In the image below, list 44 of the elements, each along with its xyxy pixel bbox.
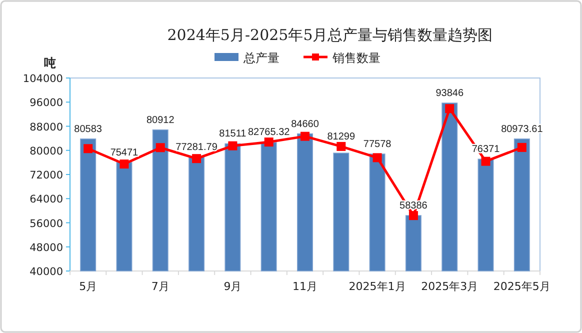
y-tick-label: 88000 xyxy=(30,121,63,134)
data-label: 81511 xyxy=(219,128,247,140)
x-tick-label: 11月 xyxy=(292,280,318,293)
x-tick-label: 9月 xyxy=(224,280,242,293)
data-label: 77281.79 xyxy=(176,142,218,154)
x-tick-label: 2025年1月 xyxy=(348,280,406,293)
point xyxy=(120,160,129,169)
point xyxy=(228,141,238,150)
data-label: 80973.61 xyxy=(501,124,544,135)
point xyxy=(445,104,454,114)
y-tick-label: 40000 xyxy=(30,266,63,278)
point xyxy=(264,138,274,147)
y-tick-label: 96000 xyxy=(30,97,63,110)
chart-title: 2024年5月-2025年5月总产量与销售数量趋势图 xyxy=(167,26,493,44)
y-tick-label: 64000 xyxy=(30,194,63,206)
x-tick-label: 5月 xyxy=(79,280,98,293)
data-label: 84660 xyxy=(291,118,320,130)
legend-label: 销售数量 xyxy=(332,51,380,65)
y-tick-label: 104000 xyxy=(22,73,63,85)
y-axis-title: 吨 xyxy=(44,56,56,70)
data-label: 77578 xyxy=(363,138,392,150)
point xyxy=(336,142,346,151)
point xyxy=(372,153,382,162)
data-label: 75471 xyxy=(110,147,139,158)
point xyxy=(192,154,202,164)
point xyxy=(300,132,310,141)
data-label: 81299 xyxy=(327,131,356,142)
data-label: 93846 xyxy=(436,88,464,100)
point xyxy=(481,156,490,166)
x-tick-label: 2025年3月 xyxy=(421,280,478,293)
data-label: 82765.32 xyxy=(248,127,290,138)
point xyxy=(408,211,418,220)
y-tick-label: 56000 xyxy=(30,218,63,230)
y-tick-label: 80000 xyxy=(30,145,63,158)
point xyxy=(84,144,93,154)
y-tick-label: 72000 xyxy=(30,170,63,182)
y-tick-label: 48000 xyxy=(30,242,63,254)
legend-label: 总产量 xyxy=(242,51,280,65)
x-tick-label: 7月 xyxy=(151,280,170,293)
x-tick-label: 2025年5月 xyxy=(493,280,550,293)
data-label: 80912 xyxy=(146,114,175,126)
point xyxy=(517,142,526,152)
point xyxy=(156,143,165,152)
data-label: 80583 xyxy=(74,124,102,135)
